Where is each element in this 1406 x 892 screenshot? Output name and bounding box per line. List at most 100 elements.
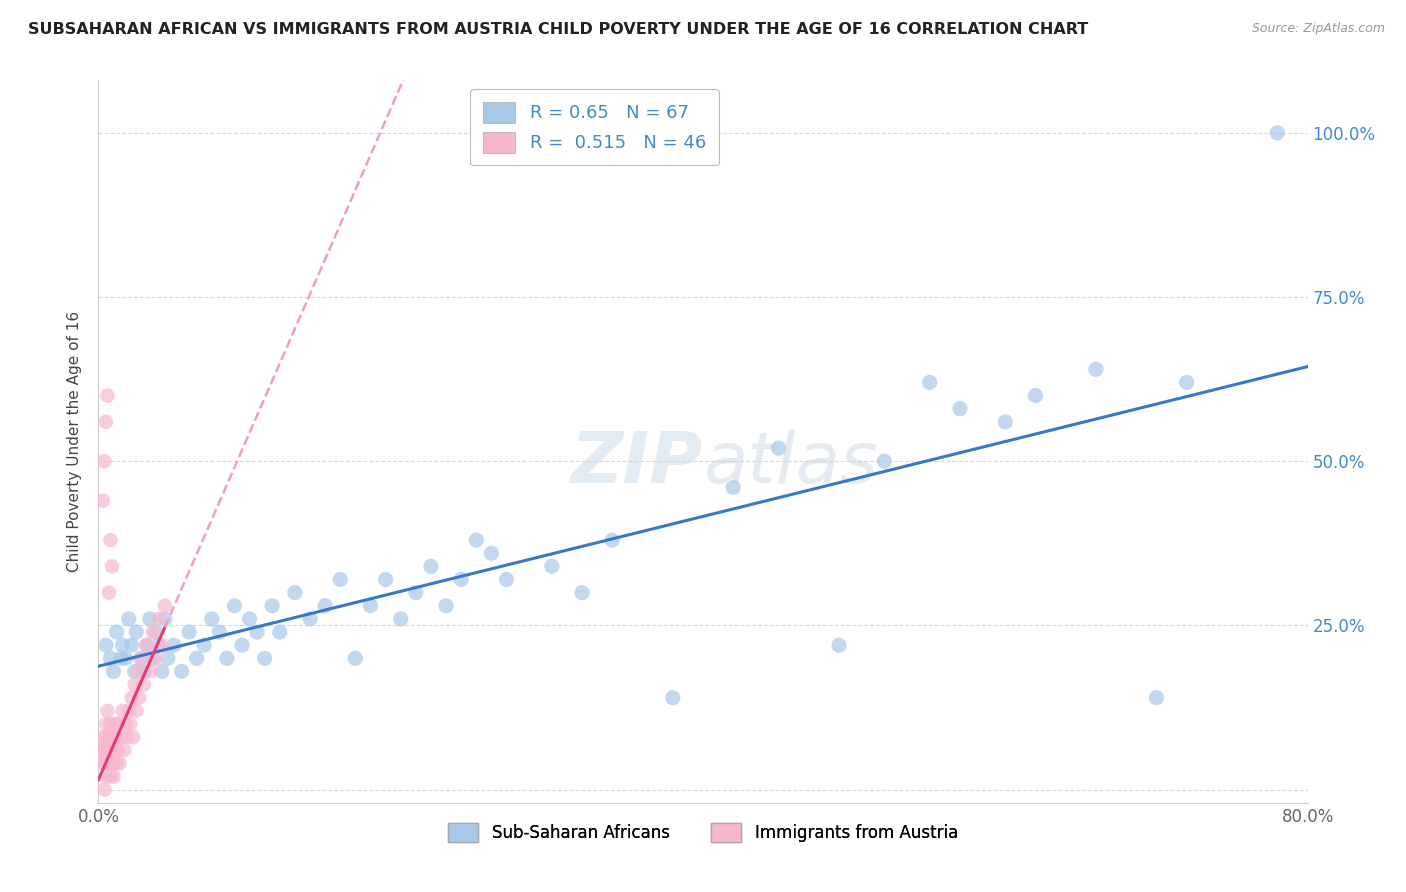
Point xyxy=(170,665,193,679)
Point xyxy=(246,625,269,640)
Point xyxy=(215,651,238,665)
Point xyxy=(374,573,396,587)
Point xyxy=(142,651,165,665)
Point xyxy=(104,743,127,757)
Point xyxy=(91,756,114,771)
Point xyxy=(118,704,141,718)
Point xyxy=(208,625,231,640)
Point xyxy=(1024,388,1046,402)
Point xyxy=(124,677,146,691)
Point xyxy=(103,756,125,771)
Point xyxy=(135,638,157,652)
Point xyxy=(105,730,128,744)
Point xyxy=(127,665,149,679)
Point xyxy=(405,585,427,599)
Point xyxy=(94,730,117,744)
Point xyxy=(110,651,132,665)
Point xyxy=(107,743,129,757)
Point xyxy=(104,717,127,731)
Point xyxy=(112,743,135,757)
Point xyxy=(94,638,117,652)
Point xyxy=(1175,376,1198,390)
Text: Source: ZipAtlas.com: Source: ZipAtlas.com xyxy=(1251,22,1385,36)
Point xyxy=(571,585,593,599)
Point xyxy=(153,612,176,626)
Point xyxy=(262,599,284,613)
Point xyxy=(124,665,146,679)
Point xyxy=(314,599,336,613)
Point xyxy=(94,415,117,429)
Point xyxy=(90,743,112,757)
Point xyxy=(329,573,352,587)
Point xyxy=(93,756,115,771)
Text: ZIP: ZIP xyxy=(571,429,703,498)
Point xyxy=(1144,690,1167,705)
Point xyxy=(1267,126,1289,140)
Point xyxy=(186,651,208,665)
Point xyxy=(96,388,118,402)
Point xyxy=(121,690,143,705)
Point xyxy=(128,690,150,705)
Point xyxy=(495,573,517,587)
Point xyxy=(96,743,118,757)
Point xyxy=(434,599,457,613)
Point xyxy=(91,743,114,757)
Point xyxy=(768,441,790,455)
Point xyxy=(103,730,125,744)
Point xyxy=(114,717,136,731)
Point xyxy=(1085,362,1108,376)
Point xyxy=(94,717,117,731)
Point xyxy=(156,651,179,665)
Point xyxy=(105,756,128,771)
Point xyxy=(120,717,142,731)
Point xyxy=(100,533,122,547)
Point xyxy=(100,717,122,731)
Point xyxy=(139,665,162,679)
Point xyxy=(540,559,562,574)
Point xyxy=(107,717,129,731)
Point xyxy=(145,625,167,640)
Point xyxy=(224,599,246,613)
Point xyxy=(344,651,367,665)
Text: SUBSAHARAN AFRICAN VS IMMIGRANTS FROM AUSTRIA CHILD POVERTY UNDER THE AGE OF 16 : SUBSAHARAN AFRICAN VS IMMIGRANTS FROM AU… xyxy=(28,22,1088,37)
Point xyxy=(450,573,472,587)
Point xyxy=(481,546,503,560)
Point xyxy=(110,730,132,744)
Point xyxy=(873,454,896,468)
Point xyxy=(420,559,443,574)
Point xyxy=(111,638,134,652)
Point xyxy=(125,625,148,640)
Point xyxy=(150,638,173,652)
Point xyxy=(253,651,276,665)
Point xyxy=(360,599,382,613)
Point xyxy=(100,770,122,784)
Point xyxy=(201,612,224,626)
Point xyxy=(114,651,136,665)
Point xyxy=(94,770,117,784)
Y-axis label: Child Poverty Under the Age of 16: Child Poverty Under the Age of 16 xyxy=(67,311,83,572)
Point xyxy=(98,585,121,599)
Point xyxy=(179,625,201,640)
Point xyxy=(150,665,173,679)
Point xyxy=(91,493,114,508)
Point xyxy=(163,638,186,652)
Point xyxy=(153,599,176,613)
Point xyxy=(994,415,1017,429)
Point xyxy=(949,401,972,416)
Point xyxy=(129,651,152,665)
Point xyxy=(828,638,851,652)
Point xyxy=(135,638,157,652)
Point xyxy=(148,638,170,652)
Point xyxy=(96,704,118,718)
Point xyxy=(108,756,131,771)
Point xyxy=(91,730,114,744)
Point xyxy=(284,585,307,599)
Point xyxy=(96,756,118,771)
Point xyxy=(111,704,134,718)
Point xyxy=(723,481,745,495)
Point xyxy=(132,677,155,691)
Point xyxy=(98,756,121,771)
Point xyxy=(103,665,125,679)
Point xyxy=(118,612,141,626)
Point xyxy=(389,612,412,626)
